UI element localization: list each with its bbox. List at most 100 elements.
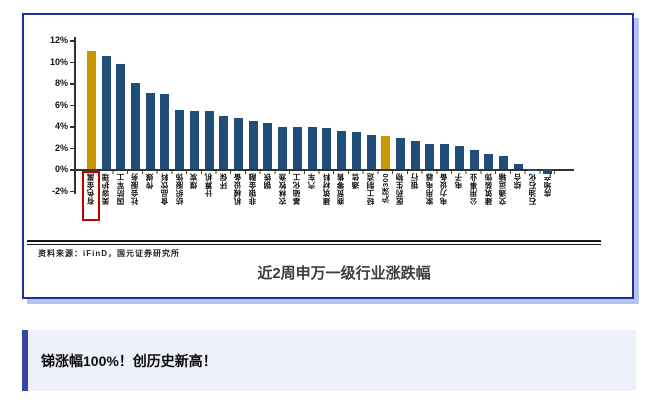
- bar-交通运输: [498, 155, 508, 169]
- category-slot: 交通运输: [496, 173, 511, 229]
- y-tick-label: 10%: [49, 56, 68, 67]
- bar-slot: [526, 40, 541, 191]
- category-slot: 机械设备: [231, 173, 246, 229]
- bar-slot: [511, 40, 526, 191]
- bar-通信: [351, 131, 361, 169]
- bar-房地产: [543, 169, 553, 175]
- bar-纺织服饰: [175, 109, 185, 169]
- category-slot: 银行: [408, 173, 423, 229]
- bar-slot: [113, 40, 128, 191]
- bar-汽车: [307, 127, 317, 169]
- category-label: 纺织服饰: [174, 173, 184, 205]
- bar-slot: [408, 40, 423, 191]
- category-label: 非银金融: [248, 173, 258, 205]
- category-labels: 有色金属 美容护理 国防军工 社会服务 传媒 食品饮料 纺织服饰 煤炭 计算机 环保 机械设备 非银金…: [84, 173, 555, 229]
- bar-slot: [496, 40, 511, 191]
- category-label: 房地产: [542, 173, 552, 197]
- bar-美容护理: [101, 56, 111, 169]
- bar-社会服务: [131, 83, 141, 169]
- category-slot: 非银金融: [246, 173, 261, 229]
- bar-医药生物: [395, 137, 405, 169]
- bar-slot: [216, 40, 231, 191]
- bar-综合: [513, 164, 523, 169]
- bar-电子: [454, 145, 464, 169]
- y-tick-label: -2%: [51, 185, 68, 196]
- category-label: 综合: [513, 173, 523, 189]
- bar-slot: [540, 40, 555, 191]
- x-axis-ticks: [83, 171, 555, 174]
- bar-slot: [261, 40, 276, 191]
- category-slot: 建筑装饰: [481, 173, 496, 229]
- bar-slot: [187, 40, 202, 191]
- bar-slot: [202, 40, 217, 191]
- y-tick-mark: [70, 126, 74, 128]
- category-label: 汽车: [307, 173, 317, 189]
- y-tick-mark: [70, 83, 74, 85]
- category-slot: 汽车: [305, 173, 320, 229]
- bar-煤炭: [189, 110, 199, 169]
- category-slot: 房地产: [540, 173, 555, 229]
- bar-slot: [481, 40, 496, 191]
- bar-非银金融: [248, 121, 258, 169]
- category-label: 银行: [410, 173, 420, 189]
- x-axis-line: [74, 169, 574, 171]
- category-label: 电力设备: [439, 173, 449, 205]
- bar-slot: [290, 40, 305, 191]
- category-label: 美容护理: [100, 173, 110, 205]
- category-slot: 社会服务: [128, 173, 143, 229]
- bar-公用事业: [469, 150, 479, 169]
- category-label: 石油石化: [527, 173, 537, 205]
- bar-chart: 12% 10% 8% 6% 4% 2% 0% -2% 有色金属 美容护理 国防军工 社会服务 传媒 食品…: [24, 15, 632, 237]
- bar-传媒: [145, 92, 155, 169]
- bar-slot: [349, 40, 364, 191]
- category-label: 传媒: [145, 173, 155, 189]
- bar-slot: [158, 40, 173, 191]
- y-tick-label: 8%: [54, 78, 68, 88]
- category-label: 医药生物: [395, 173, 405, 205]
- y-tick-label: 2%: [54, 142, 68, 153]
- category-label: 煤炭: [189, 173, 199, 189]
- bar-沪深300: [381, 136, 391, 169]
- category-slot: 计算机: [202, 173, 217, 229]
- category-label: 电子: [454, 173, 464, 189]
- category-slot: 基础化工: [290, 173, 305, 229]
- bar-slot: [334, 40, 349, 191]
- highlight-red-box: [82, 171, 100, 221]
- y-tick-label: 12%: [49, 35, 68, 45]
- category-label: 轻工制造: [365, 173, 375, 205]
- category-label: 建筑装饰: [483, 173, 493, 205]
- bar-slot: [246, 40, 261, 191]
- bar-slot: [393, 40, 408, 191]
- bar-slot: [305, 40, 320, 191]
- bar-建筑材料: [322, 127, 332, 169]
- bar-食品饮料: [160, 93, 170, 169]
- bar-机械设备: [234, 117, 244, 169]
- bar-slot: [128, 40, 143, 191]
- category-slot: 公用事业: [467, 173, 482, 229]
- bar-slot: [275, 40, 290, 191]
- category-slot: 农林牧渔: [275, 173, 290, 229]
- bar-建筑装饰: [484, 153, 494, 169]
- y-axis-line: [74, 37, 76, 194]
- category-slot: 电子: [452, 173, 467, 229]
- bar-环保: [219, 116, 229, 169]
- bar-slot: [452, 40, 467, 191]
- bar-slot: [364, 40, 379, 191]
- category-label: 社会服务: [130, 173, 140, 205]
- category-label: 国防军工: [115, 173, 125, 205]
- bar-基础化工: [292, 127, 302, 169]
- category-label: 环保: [218, 173, 228, 189]
- category-slot: 美容护理: [99, 173, 114, 229]
- category-slot: 传媒: [143, 173, 158, 229]
- category-label: 家用电器: [424, 173, 434, 205]
- category-label: 机械设备: [233, 173, 243, 205]
- category-label: 商贸零售: [336, 173, 346, 205]
- category-slot: 石油石化: [526, 173, 541, 229]
- bar-slot: [84, 40, 99, 191]
- y-tick-label: 0%: [54, 164, 68, 174]
- bar-slot: [467, 40, 482, 191]
- category-slot: 商贸零售: [334, 173, 349, 229]
- category-slot: 建筑材料: [320, 173, 335, 229]
- bar-电力设备: [440, 144, 450, 169]
- bars-container: [84, 40, 555, 191]
